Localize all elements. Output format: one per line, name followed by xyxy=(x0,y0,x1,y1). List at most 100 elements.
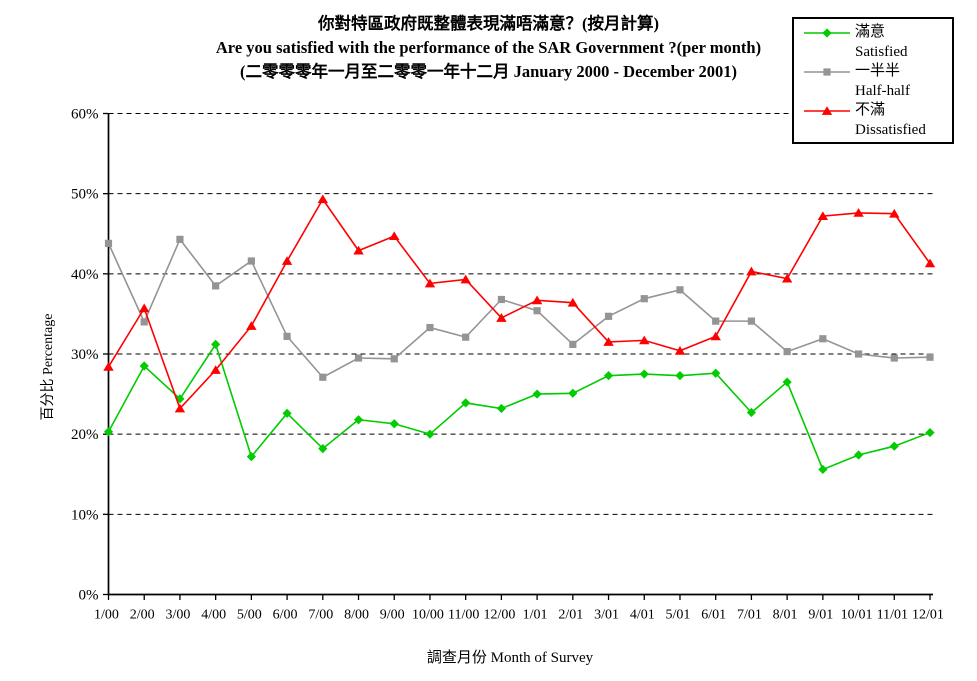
data-point xyxy=(781,273,793,283)
y-tick-label: 20% xyxy=(71,427,99,443)
x-tick-label: 7/00 xyxy=(308,608,333,623)
data-point xyxy=(319,373,327,381)
data-point xyxy=(496,403,506,414)
x-tick-label: 3/01 xyxy=(594,608,619,623)
data-point xyxy=(569,340,577,348)
data-point xyxy=(639,369,649,379)
x-tick-label: 9/00 xyxy=(380,608,405,623)
legend: 滿意 Satisfied 一半半 Half-half 不滿 Dissatisfied xyxy=(792,17,954,144)
x-tick-label: 6/00 xyxy=(273,608,298,623)
x-tick-label: 4/00 xyxy=(201,608,226,623)
legend-item-satisfied: 滿意 Satisfied xyxy=(803,23,952,62)
data-point xyxy=(567,297,579,307)
y-tick-labels: 0% 10% 20% 30% 40% 50% 60% xyxy=(71,107,99,604)
data-point xyxy=(354,354,363,362)
legend-label-zh: 不滿 xyxy=(855,102,886,118)
data-point xyxy=(603,337,614,346)
data-point xyxy=(353,415,364,425)
x-tick-label: 6/01 xyxy=(701,608,726,623)
data-point xyxy=(103,427,114,437)
data-point xyxy=(604,312,613,320)
data-point xyxy=(889,208,900,218)
x-tick-label: 11/00 xyxy=(448,608,479,623)
chart-title-en: Are you satisfied with the performance o… xyxy=(215,38,762,57)
x-tick-label: 1/00 xyxy=(94,608,119,623)
x-tick-label: 8/00 xyxy=(344,608,369,623)
chart-title: 你對特區政府既整體表現滿唔滿意？(按月計算) Are you satisfied… xyxy=(0,12,977,84)
data-point xyxy=(853,450,864,460)
data-point xyxy=(247,257,255,265)
data-point xyxy=(424,278,436,288)
data-point xyxy=(282,408,292,418)
data-point xyxy=(462,333,470,341)
series-line-half-half xyxy=(107,237,931,379)
data-point xyxy=(246,452,256,462)
y-tick-label: 30% xyxy=(71,347,99,363)
y-tick-label: 0% xyxy=(79,588,99,604)
x-tick-label: 4/01 xyxy=(630,608,655,623)
data-point xyxy=(389,231,400,241)
y-tick-label: 50% xyxy=(71,187,99,203)
legend-item-dissatisfied: 不滿 Dissatisfied xyxy=(803,101,952,140)
legend-label-en: Half-half xyxy=(855,82,910,99)
data-point xyxy=(822,28,832,38)
data-point xyxy=(461,398,471,408)
data-point xyxy=(818,464,828,475)
data-point xyxy=(140,318,148,326)
data-point xyxy=(353,245,364,255)
data-point xyxy=(318,443,328,454)
y-tick-label: 60% xyxy=(71,107,99,123)
legend-label-en: Satisfied xyxy=(855,43,908,60)
diamond-marker-icon xyxy=(804,28,850,38)
data-point xyxy=(676,286,684,294)
data-point xyxy=(104,239,113,247)
data-point xyxy=(246,321,257,330)
data-point xyxy=(176,235,184,243)
data-point xyxy=(712,317,720,325)
x-tick-label: 10/00 xyxy=(412,608,444,623)
x-tick-label: 2/00 xyxy=(130,608,155,623)
x-tick-label: 3/00 xyxy=(165,608,190,623)
data-point xyxy=(747,317,756,325)
chart-title-zh: 你對特區政府既整體表現滿唔滿意？(按月計算) xyxy=(318,14,659,33)
data-point xyxy=(782,377,792,387)
data-point xyxy=(854,350,863,358)
series-line-satisfied xyxy=(107,342,931,471)
data-point xyxy=(211,339,221,349)
data-point xyxy=(710,331,721,341)
data-point xyxy=(674,345,686,355)
x-tick-label: 12/00 xyxy=(483,608,515,623)
x-tick-label: 10/01 xyxy=(841,608,873,623)
x-tick-label: 8/01 xyxy=(773,608,798,623)
square-marker-icon xyxy=(804,68,850,76)
data-point xyxy=(175,394,185,404)
y-tick-label: 10% xyxy=(71,507,99,523)
series-line-dissatisfied xyxy=(107,197,931,411)
x-axis-title: 調查月份 Month of Survey xyxy=(426,650,594,666)
x-tick-label: 5/01 xyxy=(666,608,691,623)
legend-label-zh: 一半半 xyxy=(855,63,901,79)
data-point xyxy=(317,194,329,204)
data-point xyxy=(639,335,650,345)
data-point xyxy=(212,282,220,290)
series-satisfied xyxy=(103,339,935,475)
data-point xyxy=(139,361,149,371)
data-point xyxy=(746,407,757,418)
data-point xyxy=(640,295,648,303)
y-axis-title: 百分比 Percentage xyxy=(41,313,56,421)
axes xyxy=(103,112,933,600)
legend-item-half-half: 一半半 Half-half xyxy=(803,62,952,101)
data-point xyxy=(174,403,186,413)
data-point xyxy=(426,323,434,332)
data-point xyxy=(711,368,721,378)
data-point xyxy=(603,371,614,381)
data-point xyxy=(926,353,934,361)
data-point xyxy=(103,362,114,371)
triangle-marker-icon xyxy=(804,105,850,115)
x-tick-label: 9/01 xyxy=(808,608,833,623)
data-point xyxy=(532,389,542,399)
data-point xyxy=(675,371,685,381)
data-point xyxy=(853,208,864,217)
data-point xyxy=(210,365,221,374)
